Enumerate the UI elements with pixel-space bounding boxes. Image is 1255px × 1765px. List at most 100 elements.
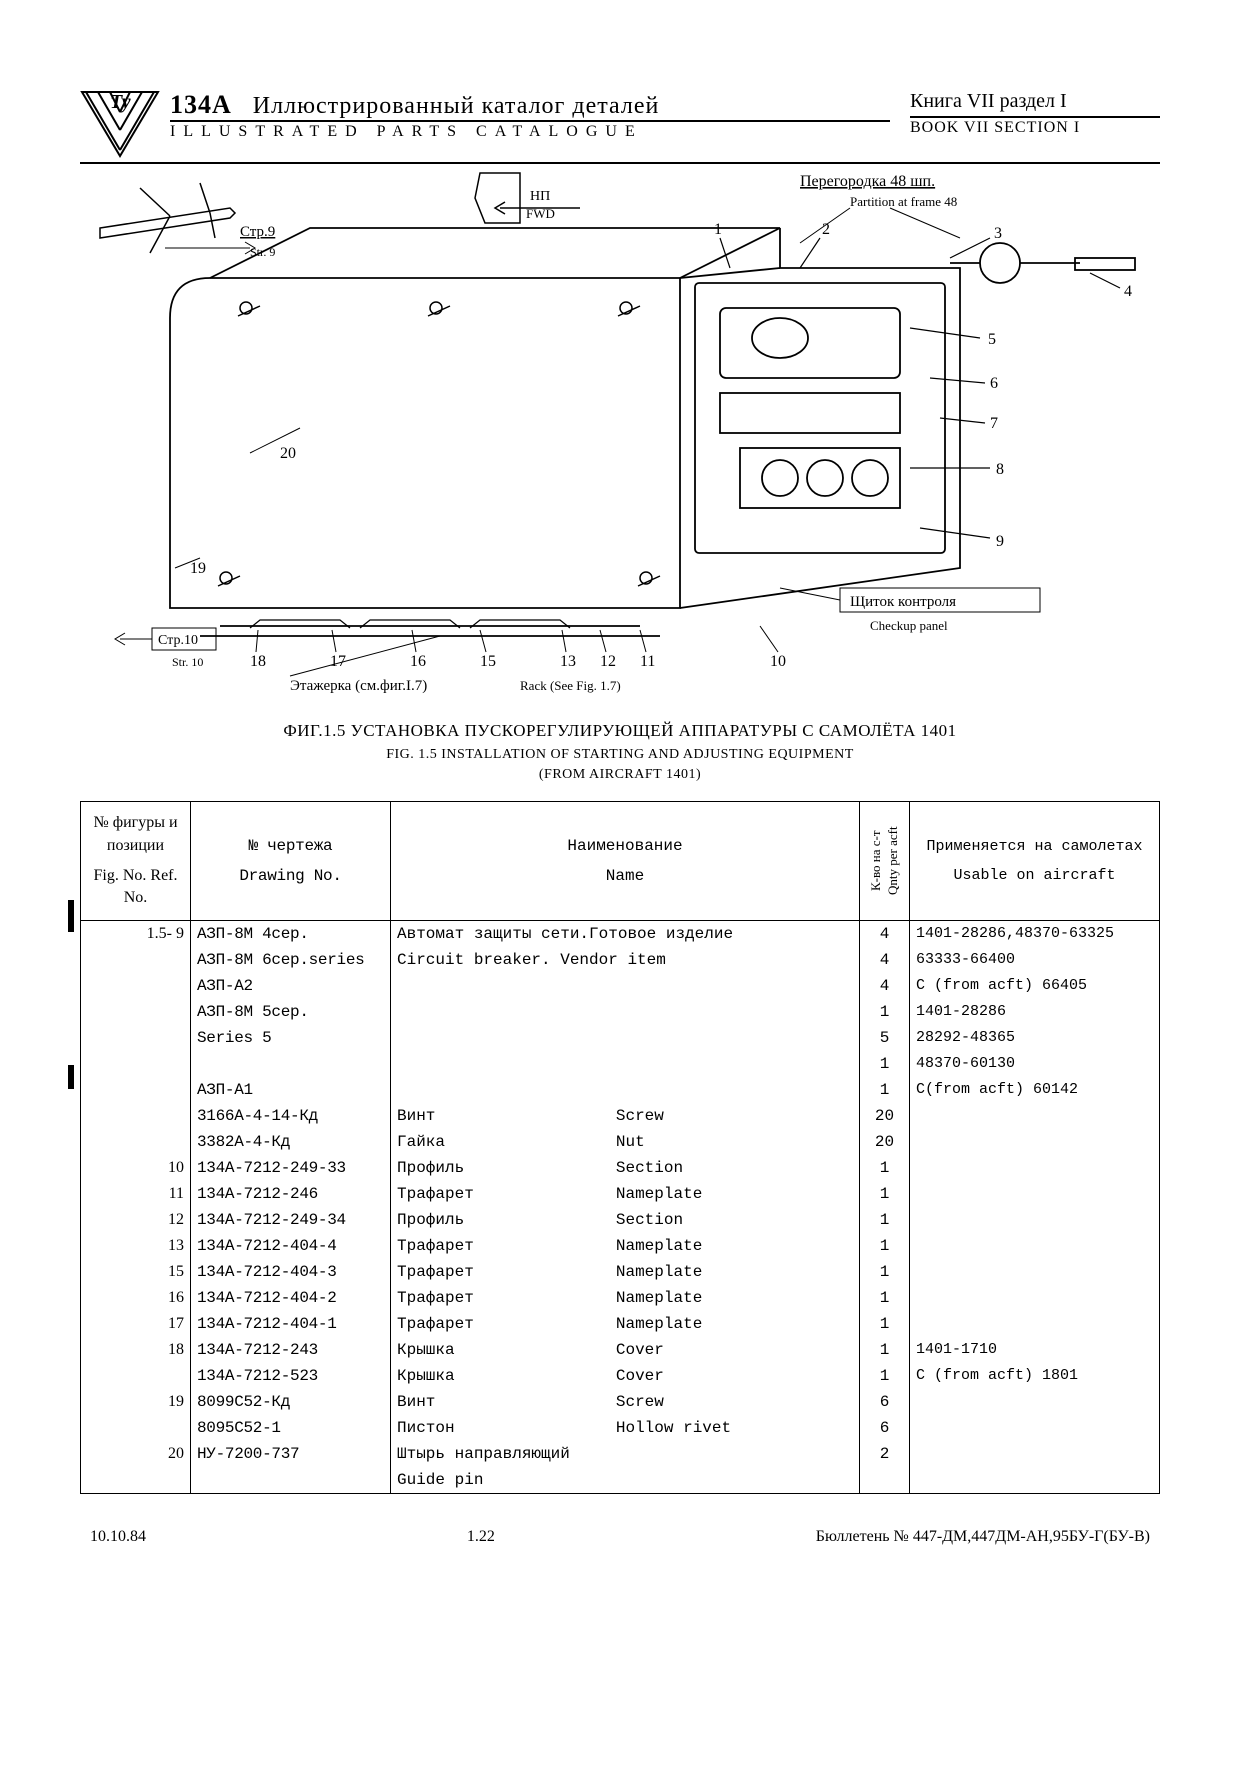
cell-name: Circuit breaker. Vendor item <box>391 947 860 973</box>
table-row: 134А-7212-523КрышкаCover1С (from acft) 1… <box>81 1363 1160 1389</box>
cell-use <box>910 1129 1160 1155</box>
checkup-en: Checkup panel <box>870 618 948 633</box>
th-qty-en: Qnty per acft <box>886 806 900 916</box>
table-row: АЗП-8М 5сер.11401-28286 <box>81 999 1160 1025</box>
table-row: Series 5528292-48365 <box>81 1025 1160 1051</box>
cell-qty: 5 <box>860 1025 910 1051</box>
fwd-ru: НП <box>530 189 550 204</box>
cell-fig: 15 <box>81 1259 191 1285</box>
cell-name: КрышкаCover <box>391 1337 860 1363</box>
svg-text:3: 3 <box>994 225 1002 242</box>
table-row: 198099С52-КдВинтScrew6 <box>81 1389 1160 1415</box>
cell-dwg: АЗП-А2 <box>191 973 391 999</box>
cell-dwg: 134А-7212-404-3 <box>191 1259 391 1285</box>
cell-qty: 1 <box>860 999 910 1025</box>
cell-fig <box>81 947 191 973</box>
cell-use: 1401-28286,48370-63325 <box>910 921 1160 948</box>
cell-fig <box>81 973 191 999</box>
table-row: 20НУ-7200-737Штырь направляющий2 <box>81 1441 1160 1467</box>
table-row: 17134А-7212-404-1ТрафаретNameplate1 <box>81 1311 1160 1337</box>
cell-use: 63333-66400 <box>910 947 1160 973</box>
page-footer: 10.10.84 1.22 Бюллетень № 447-ДМ,447ДМ-А… <box>80 1528 1160 1546</box>
caption-ru: ФИГ.1.5 УСТАНОВКА ПУСКОРЕГУЛИРУЮЩЕЙ АППА… <box>80 721 1160 741</box>
book-en: BOOK VII SECTION I <box>910 118 1160 137</box>
cell-name: ПрофильSection <box>391 1155 860 1181</box>
book-ru: Книга VII раздел I <box>910 90 1160 118</box>
cell-qty: 1 <box>860 1181 910 1207</box>
cell-qty: 20 <box>860 1129 910 1155</box>
svg-text:11: 11 <box>640 653 655 670</box>
cell-fig <box>81 1129 191 1155</box>
svg-text:2: 2 <box>822 221 830 238</box>
cell-fig <box>81 1415 191 1441</box>
table-row: 15134А-7212-404-3ТрафаретNameplate1 <box>81 1259 1160 1285</box>
cell-use: 48370-60130 <box>910 1051 1160 1077</box>
th-use-ru: Применяется на самолетах <box>916 836 1153 857</box>
cell-dwg: Series 5 <box>191 1025 391 1051</box>
table-row: 12134А-7212-249-34ПрофильSection1 <box>81 1207 1160 1233</box>
cell-dwg: АЗП-8М 6сер.series <box>191 947 391 973</box>
caption-en2: (FROM AIRCRAFT 1401) <box>80 767 1160 783</box>
cell-name: ВинтScrew <box>391 1103 860 1129</box>
cell-name: ТрафаретNameplate <box>391 1233 860 1259</box>
page10-en: Str. 10 <box>172 655 203 669</box>
cell-fig <box>81 1025 191 1051</box>
cell-dwg: 134А-7212-249-33 <box>191 1155 391 1181</box>
cell-use <box>910 1311 1160 1337</box>
cell-qty: 4 <box>860 947 910 973</box>
table-row: АЗП-А24С (from acft) 66405 <box>81 973 1160 999</box>
cell-fig <box>81 999 191 1025</box>
diagram-figure: НП FWD Стр.9 Str. 9 Перегородка 48 шп. P… <box>80 168 1160 708</box>
cell-dwg: 134А-7212-246 <box>191 1181 391 1207</box>
cell-name: ТрафаретNameplate <box>391 1311 860 1337</box>
footer-page: 1.22 <box>467 1528 495 1546</box>
table-row: 3166А-4-14-КдВинтScrew20 <box>81 1103 1160 1129</box>
page9-ru: Стр.9 <box>240 224 275 240</box>
table-row: 13134А-7212-404-4ТрафаретNameplate1 <box>81 1233 1160 1259</box>
cell-use <box>910 1259 1160 1285</box>
title-ru: Иллюстрированный каталог деталей <box>253 93 660 119</box>
svg-text:5: 5 <box>988 331 996 348</box>
cell-use <box>910 1233 1160 1259</box>
partition-en: Partition at frame 48 <box>850 194 957 209</box>
cell-dwg: 134А-7212-404-2 <box>191 1285 391 1311</box>
cell-name <box>391 999 860 1025</box>
th-dwg-en: Drawing No. <box>197 865 384 887</box>
cell-dwg: 8099С52-Кд <box>191 1389 391 1415</box>
cell-qty: 1 <box>860 1259 910 1285</box>
cell-fig: 18 <box>81 1337 191 1363</box>
table-row: 148370-60130 <box>81 1051 1160 1077</box>
cell-qty: 20 <box>860 1103 910 1129</box>
logo-icon: Ту <box>80 90 160 160</box>
cell-name <box>391 1077 860 1103</box>
cell-qty: 4 <box>860 921 910 948</box>
cell-dwg: АЗП-8М 4сер. <box>191 921 391 948</box>
cell-fig <box>81 1051 191 1077</box>
cell-name: Автомат защиты сети.Готовое изделие <box>391 921 860 948</box>
cell-qty: 1 <box>860 1363 910 1389</box>
cell-dwg: 3382А-4-Кд <box>191 1129 391 1155</box>
cell-name <box>391 1025 860 1051</box>
table-row: АЗП-8М 6сер.seriesCircuit breaker. Vendo… <box>81 947 1160 973</box>
table-row: 10134А-7212-249-33ПрофильSection1 <box>81 1155 1160 1181</box>
svg-text:20: 20 <box>280 445 296 462</box>
cell-dwg: 134А-7212-523 <box>191 1363 391 1389</box>
cell-qty: 1 <box>860 1285 910 1311</box>
cell-use <box>910 1181 1160 1207</box>
table-row: АЗП-А11С(from acft) 60142 <box>81 1077 1160 1103</box>
cell-dwg <box>191 1051 391 1077</box>
cell-dwg: АЗП-А1 <box>191 1077 391 1103</box>
cell-use <box>910 1441 1160 1467</box>
cell-fig: 1.5- 9 <box>81 921 191 948</box>
svg-text:19: 19 <box>190 560 206 577</box>
table-row: 3382А-4-КдГайкаNut20 <box>81 1129 1160 1155</box>
cell-name <box>391 973 860 999</box>
cell-fig: 10 <box>81 1155 191 1181</box>
cell-qty <box>860 1467 910 1494</box>
cell-dwg: АЗП-8М 5сер. <box>191 999 391 1025</box>
cell-qty: 2 <box>860 1441 910 1467</box>
table-row: 11134А-7212-246ТрафаретNameplate1 <box>81 1181 1160 1207</box>
cell-name: ТрафаретNameplate <box>391 1285 860 1311</box>
th-name-en: Name <box>397 865 853 887</box>
cell-fig <box>81 1467 191 1494</box>
